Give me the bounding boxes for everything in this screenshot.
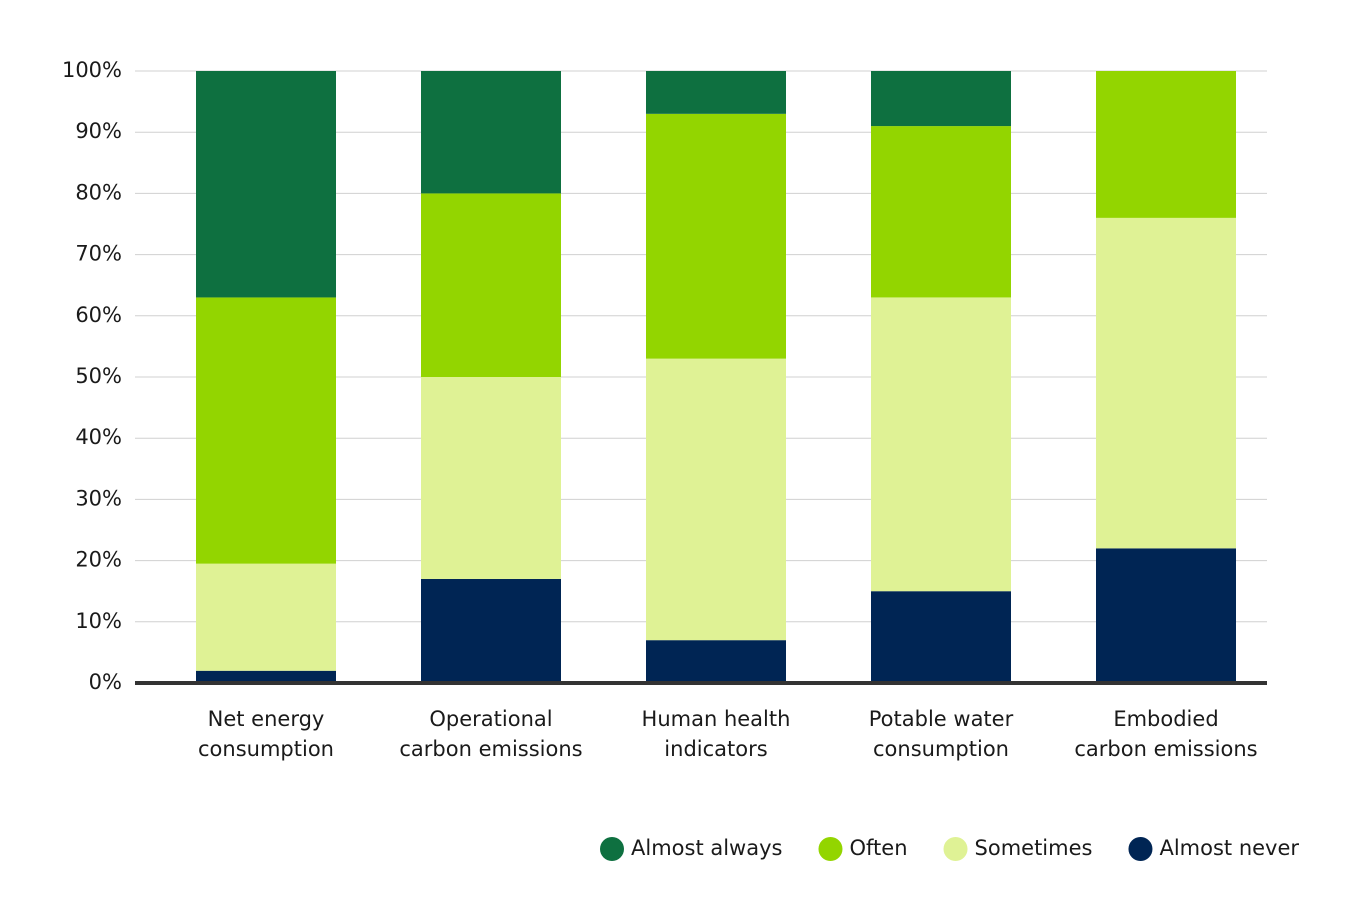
legend-swatch: [600, 837, 624, 861]
bar-segment: [646, 113, 786, 359]
y-tick-label: 50%: [75, 364, 122, 388]
y-tick-label: 90%: [75, 119, 122, 143]
legend-swatch: [1128, 837, 1153, 861]
legend-label: Sometimes: [975, 836, 1093, 860]
x-tick-label-line: Net energy: [208, 707, 325, 731]
x-tick-label-line: Potable water: [869, 707, 1014, 731]
bar-segment: [196, 670, 336, 683]
bar-segment: [1096, 548, 1236, 683]
y-tick-label: 100%: [62, 58, 122, 82]
bar-segment: [421, 71, 561, 194]
y-tick-label: 80%: [75, 180, 122, 204]
x-tick-label: Embodied carbon emissions: [1074, 707, 1257, 761]
x-tick-label: Human health indicators: [642, 707, 791, 761]
bar-segment: [646, 71, 786, 114]
bar-segment: [871, 591, 1011, 683]
bar-segment: [646, 640, 786, 683]
x-tick-label-line: carbon emissions: [399, 737, 582, 761]
bar-segment: [1096, 217, 1236, 549]
bar-segment: [646, 358, 786, 641]
x-tick-label: Operational carbon emissions: [399, 707, 582, 761]
y-tick-label: 70%: [75, 242, 122, 266]
bar-segment: [196, 563, 336, 671]
legend-swatch: [943, 837, 968, 861]
x-tick-label-line: Embodied: [1113, 707, 1218, 731]
x-tick-label-line: Human health: [642, 707, 791, 731]
x-tick-label-line: consumption: [873, 737, 1009, 761]
bar-segment: [421, 377, 561, 579]
x-tick-label-line: indicators: [664, 737, 767, 761]
bar-segment: [196, 297, 336, 564]
x-tick-label: Potable water consumption: [869, 707, 1014, 761]
x-tick-label-line: carbon emissions: [1074, 737, 1257, 761]
legend-label: Almost always: [631, 836, 782, 860]
x-tick-label: Net energy consumption: [198, 707, 334, 761]
bar-segment: [871, 71, 1011, 127]
y-tick-label: 40%: [75, 425, 122, 449]
bar-segment: [196, 71, 336, 298]
x-tick-label-line: consumption: [198, 737, 334, 761]
legend-swatch: [818, 837, 843, 861]
bar-segment: [1096, 71, 1236, 218]
y-tick-label: 60%: [75, 303, 122, 327]
legend-label: Often: [849, 836, 907, 860]
bar-segment: [871, 126, 1011, 298]
bar-segment: [871, 297, 1011, 592]
y-tick-label: 30%: [75, 486, 122, 510]
x-tick-label-line: Operational: [429, 707, 552, 731]
y-tick-label: 0%: [89, 670, 122, 694]
y-tick-label: 20%: [75, 548, 122, 572]
bar-segment: [421, 193, 561, 377]
legend-label: Almost never: [1159, 836, 1299, 860]
y-tick-label: 10%: [75, 609, 122, 633]
bar-segment: [421, 578, 561, 683]
